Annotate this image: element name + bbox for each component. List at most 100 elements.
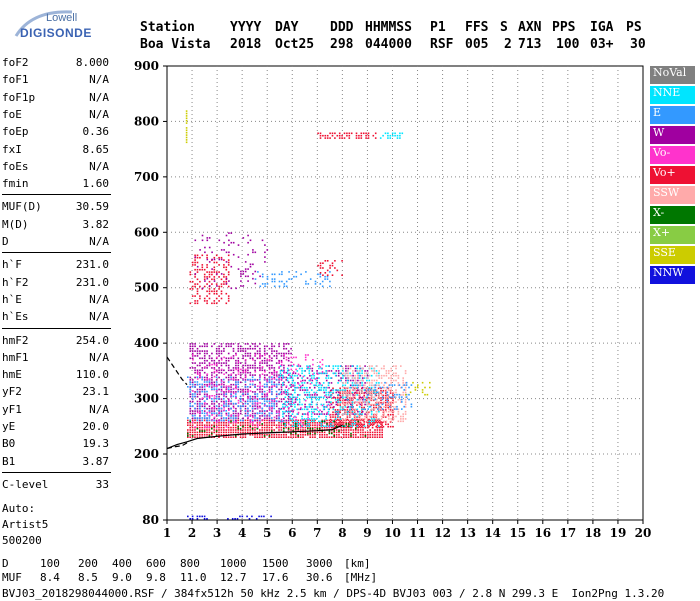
echo-point-ssw [364,396,366,399]
echo-point-vo [374,434,376,436]
echo-point-vo [199,297,201,300]
echo-point-w [194,256,197,258]
echo-point-w [211,371,213,374]
param-row-md: M(D) 3.82 [2,217,109,233]
echo-point-vo [297,429,299,431]
echo-point-vo [321,419,323,422]
echo-point-vo [375,425,377,428]
echo-point-vo [194,276,196,278]
echo-point-nne [318,386,320,389]
legend-item-nnw: NNW [650,266,695,284]
echo-point-nne [356,398,359,401]
echo-point-e [377,391,379,394]
echo-point-vo [242,434,244,436]
echo-point-ssw [368,389,371,391]
echo-point-vo [213,407,216,409]
echo-point-nne [318,372,320,375]
echo-point-vo [321,431,323,434]
echo-point-w [254,412,256,415]
echo-point-ssw [385,420,388,423]
echo-point-nne [301,403,303,406]
echo-point-nne [284,391,287,394]
echo-point-nne [322,396,325,399]
echo-point-sse [421,381,424,384]
echo-point-e [237,390,239,393]
echo-point-vo [362,132,365,135]
echo-point-ssw [373,396,376,399]
echo-point-x [283,423,285,425]
echo-point-w [227,379,230,381]
echo-point-w [211,359,213,362]
echo-point-w [220,371,223,374]
echo-point-vo [218,285,220,288]
echo-point-w [287,417,290,420]
echo-point-w [263,350,266,352]
echo-point-vo [225,302,228,305]
echo-point-vo [218,411,221,414]
echo-point-vo [264,395,266,397]
echo-point-nne [294,425,296,427]
echo-point-vo [228,390,230,392]
echo-point-w [256,350,259,352]
echo-point-w [306,377,309,379]
echo-point-w [273,350,276,352]
echo-point-e [403,405,405,408]
echo-point-w [259,415,261,417]
echo-point-w [232,379,235,381]
echo-point-w [256,379,259,381]
echo-point-vo [235,368,237,371]
echo-point-w [280,386,283,388]
echo-point-w [189,393,192,396]
echo-point-ssw [361,403,364,406]
echo-point-e [377,408,379,410]
echo-point-vo [191,280,194,283]
echo-point-w [259,417,261,420]
echo-point-ssw [356,403,359,406]
echo-point-w [287,359,290,362]
echo-point-w [242,285,245,287]
echo-point-w [191,343,194,345]
echo-point-w [213,407,216,410]
echo-point-vo [285,434,287,436]
echo-point-vo [382,409,385,411]
echo-point-w [340,396,342,399]
echo-point-ssw [385,370,388,372]
echo-point-nne [337,398,339,401]
echo-point-w [313,386,316,389]
echo-point-vo [199,424,201,426]
echo-point-e [401,401,403,403]
echo-point-w [216,285,218,287]
echo-point-vo [239,434,242,436]
echo-point-vo [343,431,345,434]
echo-point-w [261,391,264,393]
echo-point-vo [194,261,196,264]
echo-point-nne [327,391,330,394]
echo-point-sse [185,117,188,120]
echo-point-vo [343,434,345,436]
x-tick-label: 13 [459,526,476,540]
echo-point-w [278,374,280,376]
echo-point-e [386,401,389,403]
echo-point-vo [292,402,295,404]
echo-point-e [374,386,377,389]
echo-point-vo [196,290,199,293]
echo-point-vo [220,404,223,407]
echo-point-vo [208,271,211,273]
echo-point-w [232,355,235,357]
echo-point-w [254,407,256,410]
echo-point-e [396,405,398,408]
echo-point-nne [303,408,306,411]
echo-point-nne [296,420,299,423]
echo-point-w [194,376,196,379]
echo-point-vo [237,361,240,363]
echo-point-vo [304,434,307,436]
echo-point-ssw [376,418,378,420]
echo-point-vo [319,383,321,385]
echo-point-vo [334,416,337,418]
echo-point-vo [278,424,280,426]
echo-point-nne [332,372,335,375]
echo-point-nne [327,384,330,387]
echo-point-nne [322,382,325,384]
echo-point-nne [373,389,375,391]
echo-point-nne [296,398,299,401]
